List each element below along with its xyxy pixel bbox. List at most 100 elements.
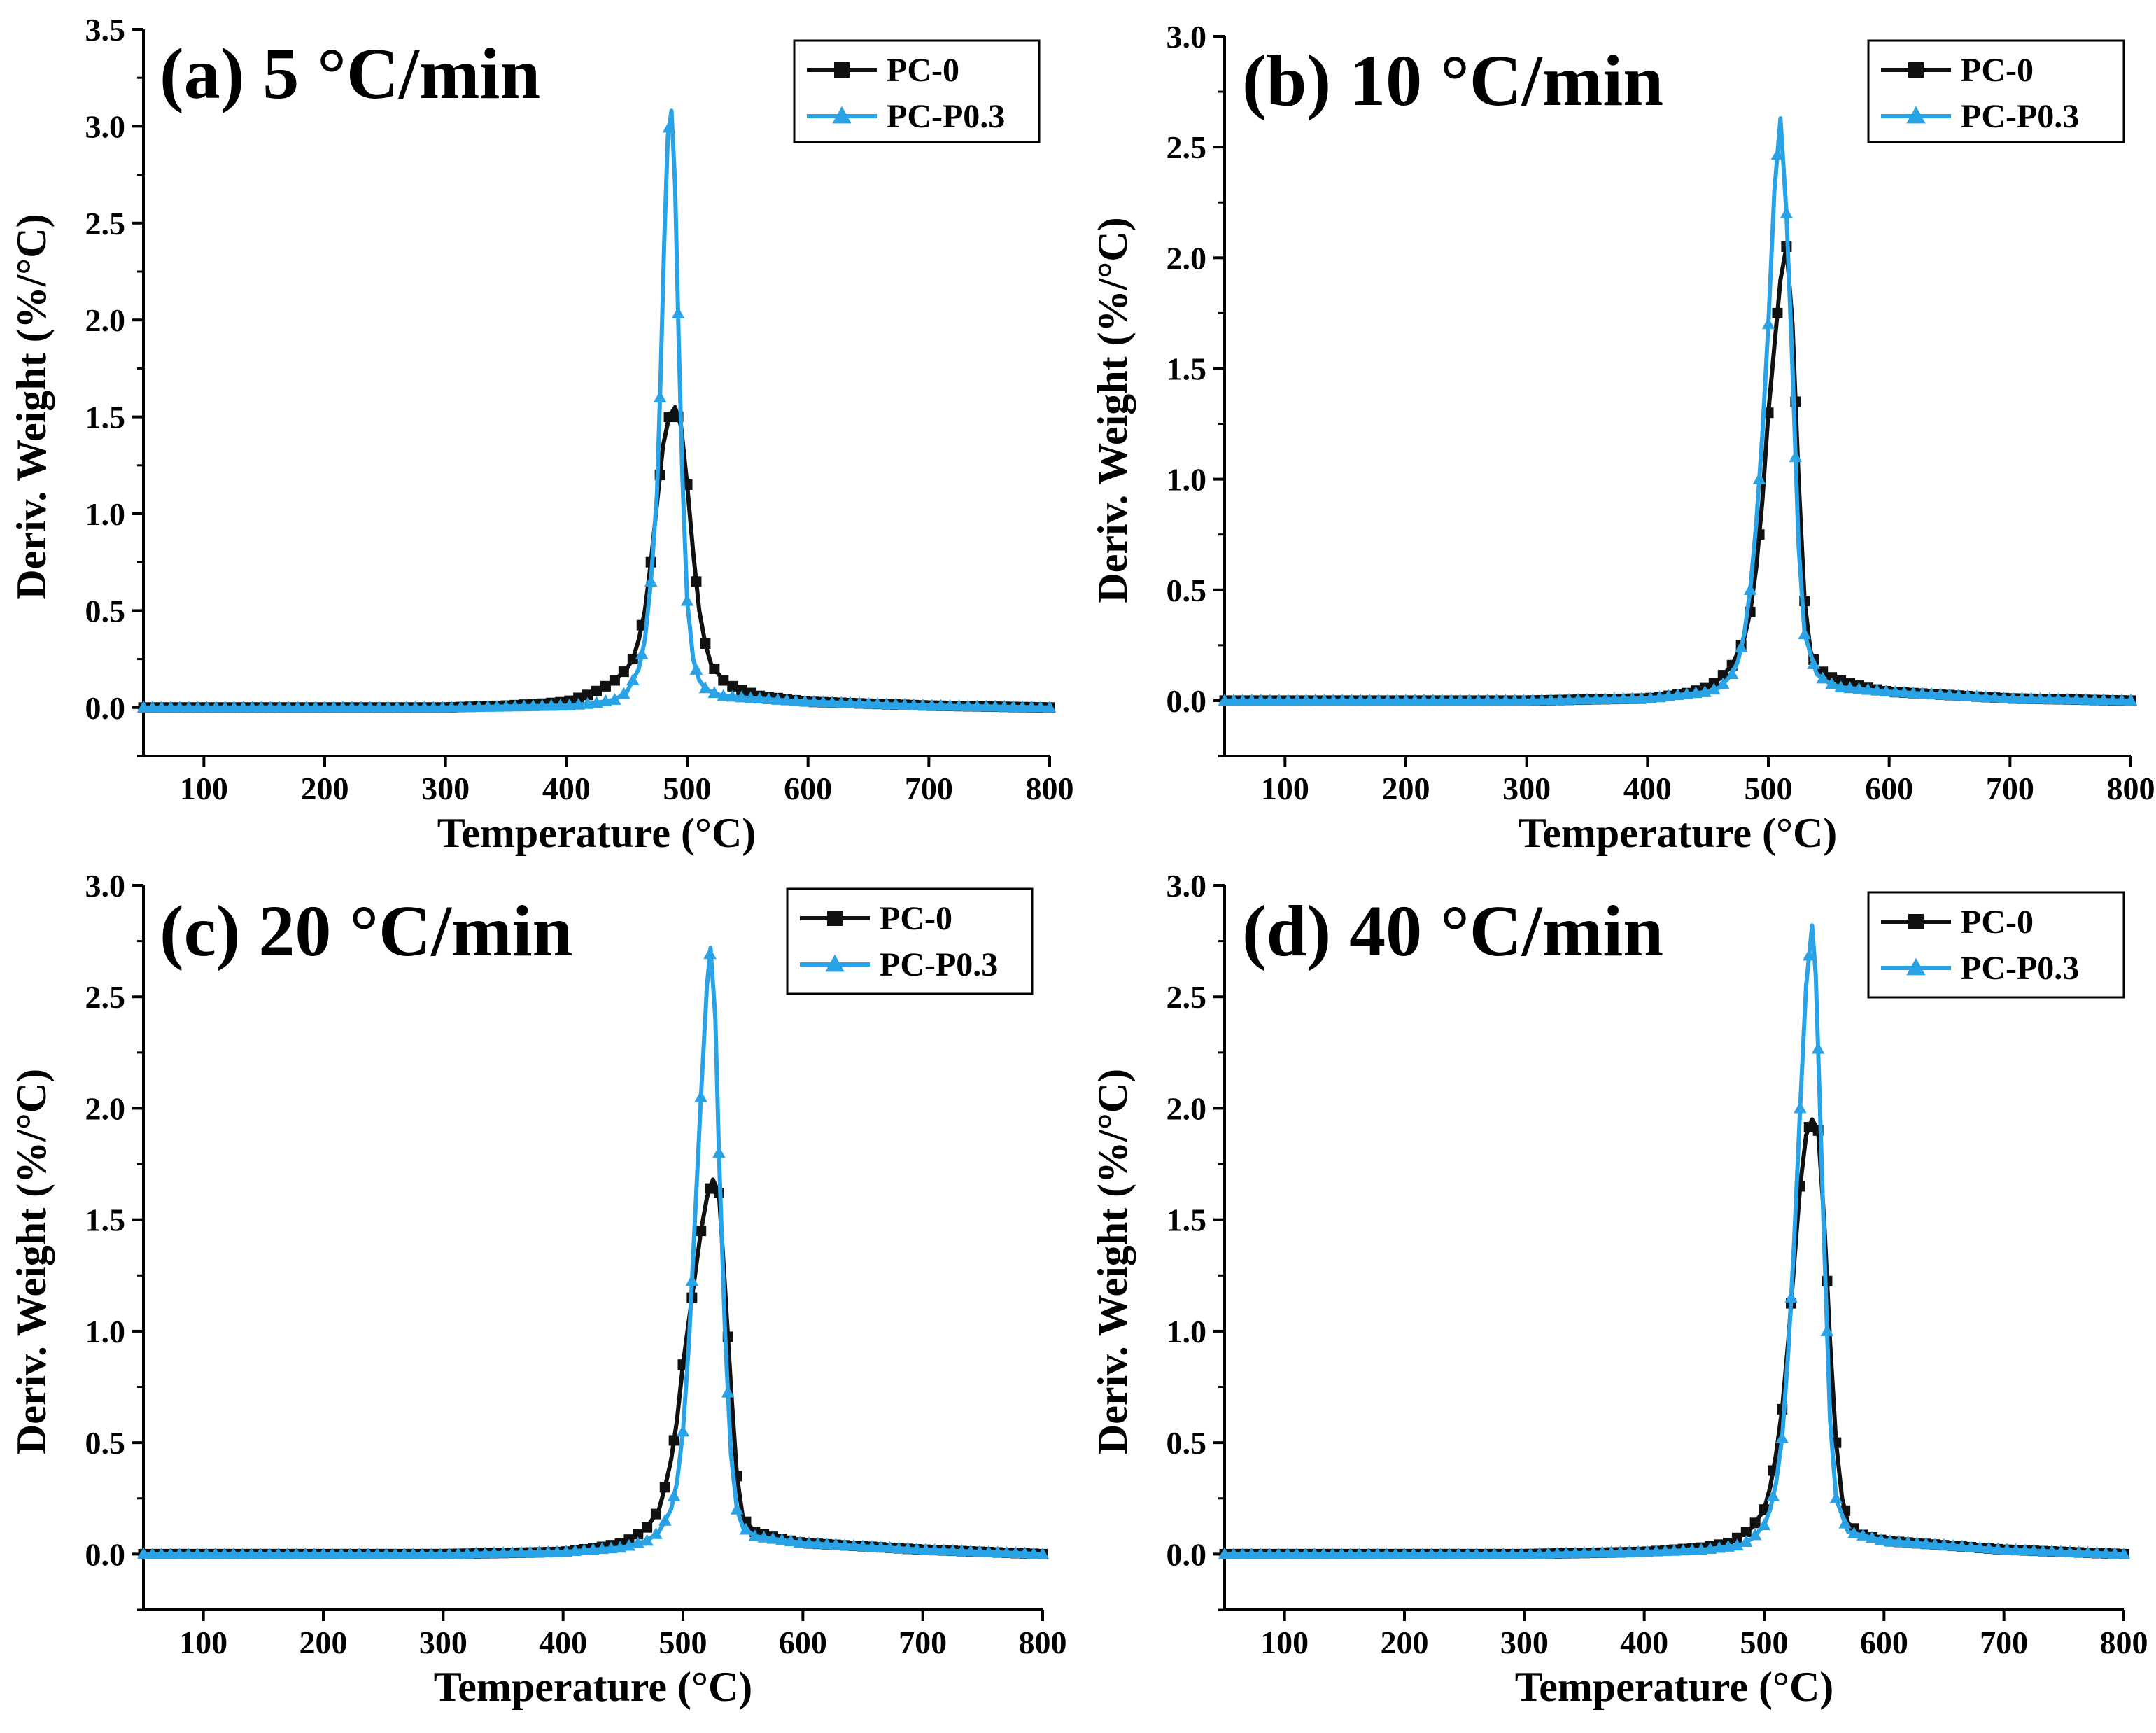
legend-marker-pcp03: [1906, 957, 1926, 976]
data-point-pcp03: [626, 673, 640, 686]
y-tick-label: 1.0: [85, 1314, 126, 1349]
data-point-pcp03: [1865, 1531, 1879, 1543]
data-point-pcp03: [2115, 693, 2129, 706]
x-tick-label: 600: [779, 1625, 827, 1660]
data-point-pcp03: [880, 697, 894, 710]
data-point-pcp03: [780, 693, 794, 706]
data-point-pcp03: [451, 1547, 465, 1559]
data-point-pcp03: [946, 1543, 959, 1556]
data-point-pcp03: [698, 681, 712, 694]
x-tick-label: 200: [1381, 1625, 1429, 1660]
data-point-pcp03: [590, 696, 603, 708]
x-tick-label: 400: [1623, 771, 1672, 806]
y-tick-label: 3.0: [1167, 868, 1207, 904]
data-point-pcp03: [1834, 680, 1847, 693]
data-point-pc0: [650, 1508, 661, 1520]
data-point-pcp03: [703, 947, 717, 960]
data-point-pcp03: [1262, 1547, 1276, 1559]
data-point-pcp03: [943, 699, 957, 711]
data-point-pcp03: [363, 701, 377, 713]
y-tick-label: 0.5: [85, 1425, 126, 1461]
data-point-pcp03: [1371, 1547, 1384, 1559]
y-tick-label: 1.5: [1167, 351, 1207, 386]
data-point-pcp03: [244, 1547, 258, 1559]
data-point-pcp03: [1861, 682, 1875, 695]
data-point-pcp03: [892, 1541, 906, 1554]
data-point-pcp03: [2006, 692, 2020, 703]
series-pc0: [138, 1177, 1048, 1559]
data-point-pcp03: [1933, 687, 1947, 700]
data-point-pcp03: [952, 699, 966, 711]
data-point-pcp03: [1309, 694, 1322, 706]
data-point-pcp03: [1345, 694, 1358, 706]
data-point-pcp03: [1789, 450, 1803, 463]
data-point-pcp03: [361, 1547, 375, 1559]
data-point-pcp03: [1577, 1546, 1591, 1558]
data-point-pcp03: [825, 695, 839, 708]
data-point-pcp03: [726, 689, 740, 702]
data-point-pcp03: [1535, 693, 1549, 706]
data-point-pcp03: [181, 1547, 195, 1559]
data-point-pcp03: [424, 1547, 438, 1559]
legend-marker-pc0: [1908, 914, 1924, 929]
data-point-pcp03: [316, 1547, 330, 1559]
legend-label-pc0: PC-0: [1961, 904, 2034, 941]
data-point-pc0: [591, 685, 602, 696]
data-point-pcp03: [1470, 1547, 1484, 1559]
data-point-pcp03: [1245, 694, 1259, 706]
data-point-pcp03: [418, 701, 431, 713]
x-tick-label: 300: [421, 771, 470, 806]
data-point-pcp03: [550, 1545, 564, 1557]
data-point-pcp03: [1961, 689, 1975, 701]
x-tick-label: 500: [659, 1625, 707, 1660]
data-point-pcp03: [2090, 1546, 2104, 1559]
data-point-pcp03: [1000, 1545, 1013, 1558]
data-point-pcp03: [272, 701, 286, 713]
series-line-pcp03: [143, 946, 1043, 1557]
data-point-pcp03: [1027, 1547, 1041, 1559]
series-line-pc0: [143, 405, 1050, 710]
y-tick-label: 1.5: [85, 1202, 126, 1238]
data-point-pcp03: [1426, 694, 1440, 706]
data-point-pcp03: [793, 1536, 807, 1548]
data-point-pcp03: [1254, 694, 1268, 706]
data-point-pcp03: [739, 1522, 753, 1535]
data-point-pcp03: [1488, 1547, 1501, 1559]
data-point-pcp03: [173, 701, 187, 713]
data-point-pcp03: [1551, 1546, 1564, 1559]
data-point-pcp03: [1299, 1547, 1312, 1559]
data-point-pcp03: [581, 696, 594, 709]
data-point-pcp03: [1761, 317, 1775, 330]
data-point-pcp03: [508, 699, 522, 712]
data-point-pcp03: [290, 701, 304, 713]
y-tick-label: 2.0: [1167, 240, 1207, 276]
data-point-pcp03: [1580, 692, 1594, 705]
data-point-pcp03: [1740, 1535, 1753, 1547]
data-point-pcp03: [544, 699, 558, 711]
data-point-pcp03: [1036, 1547, 1050, 1559]
data-point-pcp03: [1245, 1547, 1258, 1559]
legend-label-pcp03: PC-P0.3: [1961, 98, 2079, 135]
data-point-pcp03: [1218, 1547, 1232, 1559]
data-point-pcp03: [604, 1541, 618, 1554]
data-point-pcp03: [541, 1545, 555, 1557]
data-point-pcp03: [1991, 1542, 2005, 1555]
data-point-pcp03: [1943, 688, 1957, 701]
panel-title: (a) 5 °C/min: [160, 34, 540, 114]
data-point-pcp03: [717, 689, 731, 701]
data-point-pcp03: [1820, 1324, 1834, 1337]
data-point-pcp03: [281, 701, 295, 713]
data-point-pcp03: [1731, 1538, 1744, 1551]
data-point-pcp03: [1626, 692, 1640, 704]
data-point-pcp03: [2015, 692, 2029, 704]
data-point-pcp03: [2072, 1545, 2086, 1558]
data-point-pcp03: [1880, 685, 1893, 696]
data-point-pcp03: [255, 701, 268, 713]
data-point-pcp03: [272, 1547, 286, 1559]
legend: PC-0 PC-P0.3: [1867, 891, 2125, 999]
y-tick-label: 0.5: [1167, 1425, 1207, 1461]
x-tick-label: 600: [1865, 771, 1913, 806]
x-tick-label: 100: [180, 771, 228, 806]
legend-box: [1867, 39, 2125, 143]
data-point-pcp03: [1299, 694, 1313, 706]
